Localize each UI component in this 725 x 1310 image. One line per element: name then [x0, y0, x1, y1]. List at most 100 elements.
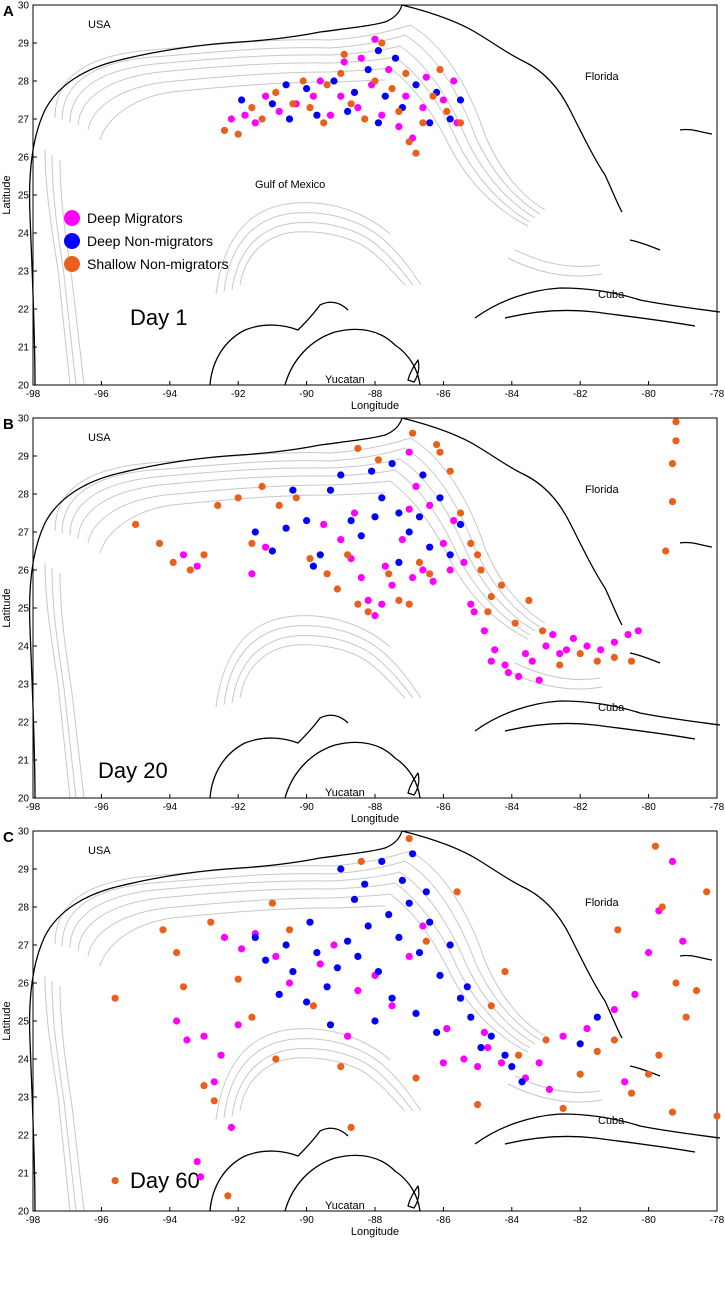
data-point: [320, 520, 328, 528]
data-point: [303, 517, 311, 525]
data-point: [378, 857, 386, 865]
data-point: [576, 1070, 584, 1078]
data-point: [333, 964, 341, 972]
data-point: [289, 486, 297, 494]
data-point: [258, 115, 266, 123]
data-point: [210, 1078, 218, 1086]
data-point: [456, 994, 465, 1002]
y-tick-label: 26: [18, 153, 30, 164]
data-point: [610, 638, 619, 646]
data-point: [111, 994, 119, 1002]
data-point: [535, 676, 543, 684]
data-point: [562, 646, 571, 654]
data-point: [340, 58, 348, 66]
data-point: [357, 54, 365, 62]
data-point: [262, 543, 270, 551]
x-tick-label: -84: [505, 389, 520, 400]
place-label-gulf-of-mexico: Gulf of Mexico: [255, 179, 325, 191]
data-point: [474, 1063, 482, 1071]
data-point: [456, 509, 465, 517]
data-point: [326, 486, 335, 494]
data-point: [470, 608, 478, 616]
data-point: [316, 960, 324, 968]
data-point: [484, 1044, 492, 1052]
data-point: [173, 1017, 181, 1025]
data-point: [234, 975, 242, 983]
data-point: [262, 956, 270, 964]
data-point: [344, 107, 352, 115]
data-point: [549, 631, 557, 639]
data-point: [412, 482, 420, 490]
y-tick-label: 21: [18, 343, 30, 354]
data-point: [292, 494, 300, 502]
data-point: [268, 100, 276, 108]
data-point: [337, 69, 345, 77]
data-point: [309, 562, 317, 570]
data-point: [354, 104, 362, 112]
place-label-yucatan: Yucatan: [325, 787, 365, 799]
place-label-florida: Florida: [585, 484, 620, 496]
x-tick-label: -90: [299, 1215, 314, 1226]
y-tick-label: 22: [18, 1131, 30, 1142]
y-tick-label: 24: [18, 1055, 30, 1066]
data-point: [405, 505, 413, 513]
data-point: [456, 96, 465, 104]
data-point: [436, 494, 444, 502]
x-tick-label: -92: [231, 389, 246, 400]
data-point: [703, 888, 711, 896]
x-tick-label: -92: [231, 1215, 246, 1226]
data-point: [624, 631, 632, 639]
data-point: [621, 1078, 629, 1086]
data-point: [248, 570, 256, 578]
data-point: [337, 471, 345, 479]
x-tick-label: -80: [641, 802, 656, 813]
data-point: [409, 429, 417, 437]
y-tick-label: 27: [18, 115, 30, 126]
data-point: [593, 657, 601, 665]
data-point: [477, 1044, 485, 1052]
data-point: [200, 551, 208, 559]
data-point: [306, 104, 314, 112]
y-tick-label: 21: [18, 756, 30, 767]
data-point: [583, 1025, 591, 1033]
series-deep-migrators: [179, 448, 642, 684]
data-point: [357, 857, 365, 865]
data-point: [323, 570, 331, 578]
data-point: [337, 536, 345, 544]
data-point: [344, 551, 352, 559]
data-point: [316, 77, 324, 85]
data-point: [385, 66, 393, 74]
data-point: [405, 952, 413, 960]
data-point: [395, 596, 403, 604]
data-point: [467, 539, 475, 547]
series-deep-non-migrators: [238, 47, 465, 127]
data-point: [193, 1158, 201, 1166]
data-point: [405, 600, 413, 608]
x-tick-label: -94: [163, 389, 178, 400]
data-point: [515, 1051, 523, 1059]
data-point: [645, 949, 653, 957]
data-point: [515, 672, 523, 680]
data-point: [518, 1078, 526, 1086]
y-tick-label: 30: [18, 414, 30, 425]
data-point: [350, 88, 359, 96]
data-point: [409, 574, 417, 582]
data-point: [207, 918, 215, 926]
data-point: [330, 941, 338, 949]
data-point: [306, 555, 314, 563]
data-point: [409, 850, 417, 858]
data-point: [545, 1085, 554, 1093]
x-tick-label: -96: [94, 389, 109, 400]
data-point: [337, 92, 345, 100]
basemap: [28, 417, 721, 799]
y-tick-label: 27: [18, 528, 30, 539]
data-point: [446, 551, 454, 559]
panel-letter: B: [3, 416, 14, 433]
data-point: [460, 558, 468, 566]
data-point: [668, 498, 677, 506]
data-point: [200, 1082, 208, 1090]
data-point: [542, 1036, 550, 1044]
data-point: [159, 926, 167, 934]
data-point: [251, 528, 259, 536]
data-point: [439, 1059, 447, 1067]
